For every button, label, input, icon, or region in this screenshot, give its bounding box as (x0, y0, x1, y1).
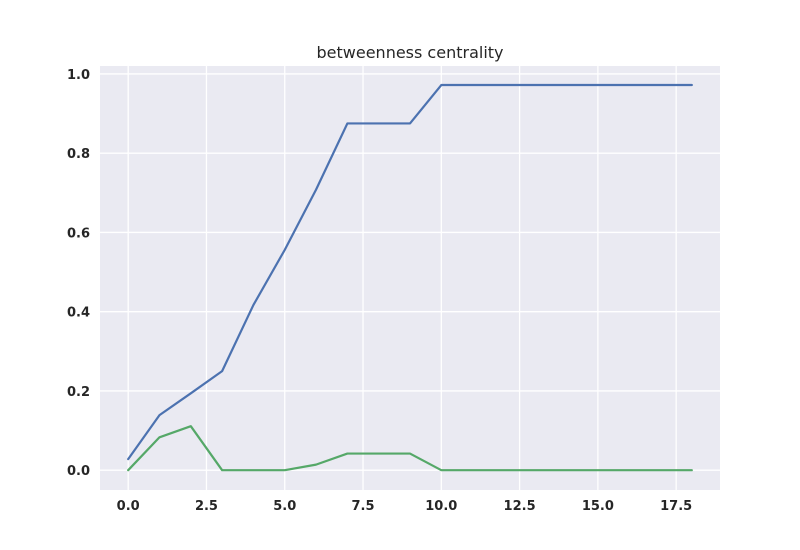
series-group (127, 83, 693, 472)
y-tick-label: 0.8 (67, 147, 90, 162)
x-gridlines (127, 66, 677, 490)
y-tick-label: 0.0 (67, 464, 90, 479)
y-tick-label: 1.0 (67, 68, 90, 83)
chart-title: betweenness centrality (317, 43, 504, 62)
y-tick-label: 0.6 (67, 226, 90, 241)
plot-area (100, 66, 720, 490)
x-tick-label: 12.5 (504, 499, 536, 514)
series-line-1 (127, 83, 693, 461)
y-tick-label: 0.2 (67, 385, 90, 400)
x-tick-label: 17.5 (660, 499, 692, 514)
x-tick-label: 5.0 (273, 499, 296, 514)
x-tick-label: 10.0 (425, 499, 457, 514)
x-tick-label: 15.0 (582, 499, 614, 514)
x-tick-label: 7.5 (352, 499, 375, 514)
x-axis-ticks: 0.0 2.5 5.0 7.5 10.0 12.5 15.0 17.5 (117, 499, 693, 514)
y-axis-ticks: 0.0 0.2 0.4 0.6 0.8 1.0 (67, 68, 90, 479)
y-tick-label: 0.4 (67, 306, 90, 321)
y-gridlines (100, 73, 720, 471)
series-line-2 (127, 425, 693, 472)
x-tick-label: 0.0 (117, 499, 140, 514)
x-tick-label: 2.5 (195, 499, 218, 514)
